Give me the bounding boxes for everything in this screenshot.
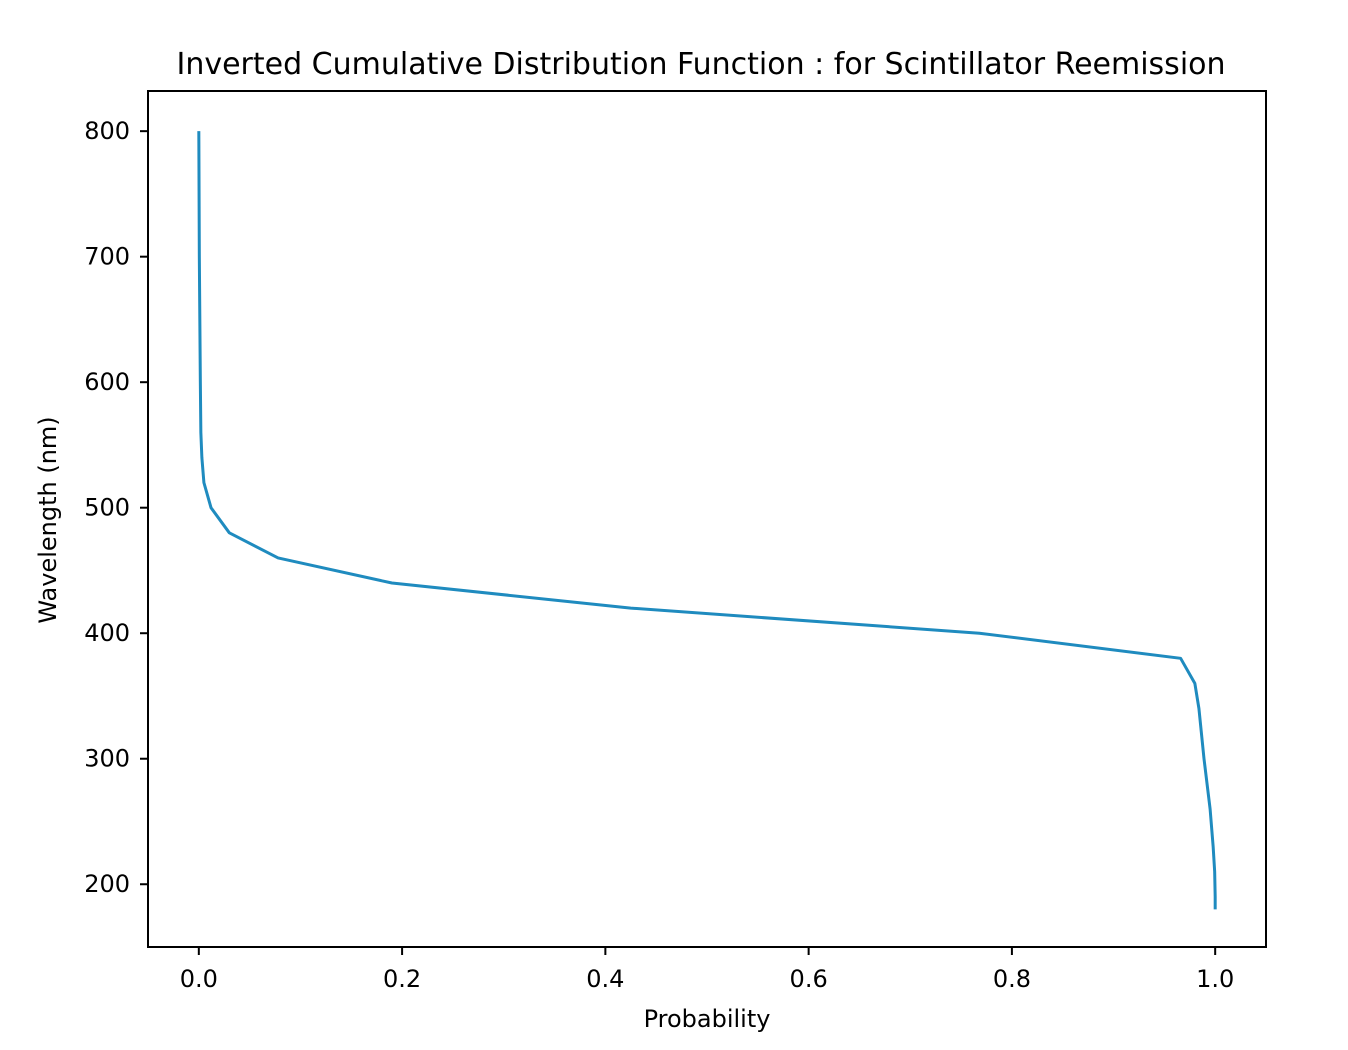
x-tick-label: 0.0 [180, 965, 218, 993]
x-axis: 0.0 0.2 0.4 0.6 0.8 1.0 [180, 947, 1234, 993]
y-tick-label: 800 [84, 117, 130, 145]
y-tick-label: 400 [84, 619, 130, 647]
y-tick-label: 600 [84, 368, 130, 396]
y-tick-label: 300 [84, 745, 130, 773]
x-tick-label: 0.2 [383, 965, 421, 993]
x-tick-label: 1.0 [1196, 965, 1234, 993]
chart-title: Inverted Cumulative Distribution Functio… [176, 47, 1225, 82]
plot-frame [147, 90, 1267, 948]
y-axis: 200 300 400 500 600 700 800 [84, 117, 148, 898]
series-line-reemission [197, 131, 1217, 910]
y-tick-label: 700 [84, 243, 130, 271]
y-tick-label: 200 [84, 870, 130, 898]
x-tick-label: 0.6 [790, 965, 828, 993]
y-axis-label: Wavelength (nm) [34, 416, 62, 623]
y-tick-label: 500 [84, 494, 130, 522]
x-tick-label: 0.4 [586, 965, 624, 993]
x-axis-label: Probability [644, 1005, 771, 1033]
plot-area [197, 131, 1217, 910]
x-tick-label: 0.8 [993, 965, 1031, 993]
